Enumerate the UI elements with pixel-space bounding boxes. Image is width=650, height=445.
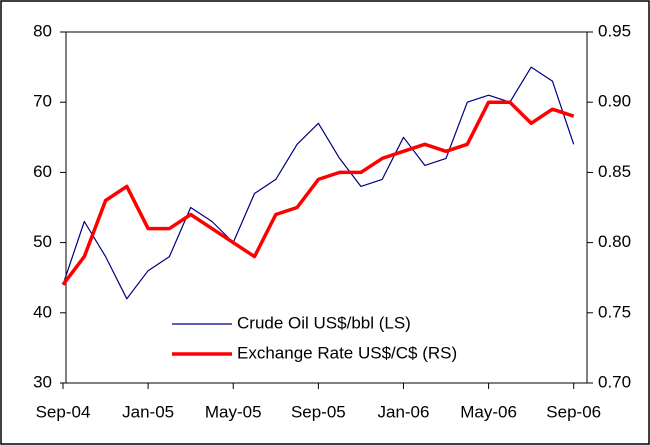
y-tick-label: 30 <box>33 372 52 391</box>
y-tick-label: 80 <box>33 21 52 40</box>
legend-label: Crude Oil US$/bbl (LS) <box>237 313 411 332</box>
x-tick-label: Sep-04 <box>36 402 91 421</box>
y-tick-label: 70 <box>33 92 52 111</box>
x-tick-label: May-05 <box>205 402 262 421</box>
y2-tick-label: 0.70 <box>598 372 631 391</box>
y2-tick-label: 0.95 <box>598 21 631 40</box>
y2-tick-label: 0.85 <box>598 162 631 181</box>
y2-tick-label: 0.90 <box>598 92 631 111</box>
y-tick-label: 50 <box>33 232 52 251</box>
x-tick-label: May-06 <box>460 402 517 421</box>
y2-tick-label: 0.80 <box>598 232 631 251</box>
y-tick-label: 60 <box>33 162 52 181</box>
series-line <box>62 66 575 300</box>
y-tick-label: 40 <box>33 302 52 321</box>
x-tick-label: Jan-05 <box>122 402 174 421</box>
plot-area <box>65 31 588 384</box>
y2-tick-label: 0.75 <box>598 302 631 321</box>
x-tick-label: Sep-05 <box>291 402 346 421</box>
series-line <box>61 100 575 286</box>
legend-label: Exchange Rate US$/C$ (RS) <box>237 343 457 362</box>
x-tick-label: Sep-06 <box>546 402 601 421</box>
x-tick-label: Jan-06 <box>377 402 429 421</box>
